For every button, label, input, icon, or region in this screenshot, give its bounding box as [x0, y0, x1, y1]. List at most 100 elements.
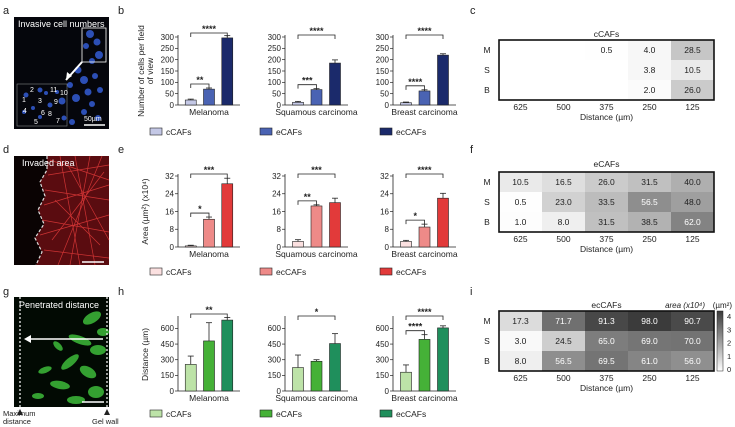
- gel-wall-label: Gel wall: [92, 417, 119, 426]
- bar: [203, 88, 215, 106]
- heatmap-cell-value: 31.5: [641, 177, 658, 187]
- heatmap-cell: [628, 60, 671, 80]
- chart-e: Area (µm²) (x10⁴)08162432****Melanoma081…: [140, 165, 458, 277]
- heatmap-cell-value: 65.0: [598, 336, 615, 346]
- significance-label: ****: [408, 322, 423, 332]
- heatmap-cell-value: 56.0: [684, 356, 701, 366]
- heatmap-cell-value: 28.5: [684, 45, 701, 55]
- heatmap-cell-value: 24.5: [555, 336, 572, 346]
- heatmap-c: cCAFs M 0.5 4.0 28.5 S 3.8 10.5 B 2.0 26.0 625 500 37…: [483, 29, 715, 122]
- x-category-label: Melanoma: [189, 107, 229, 117]
- heatmap-cell-value: 33.5: [598, 197, 615, 207]
- significance-bracket: [405, 173, 444, 178]
- significance-bracket: [405, 219, 425, 225]
- heatmap-cell: [499, 331, 542, 351]
- gel-wall-marker-icon: [104, 409, 110, 415]
- x-category-label: Melanoma: [189, 393, 229, 403]
- heatmap-row-label: S: [484, 197, 490, 207]
- y-tick-label: 600: [161, 324, 175, 333]
- heatmap-border: [498, 39, 715, 101]
- bar: [310, 205, 323, 248]
- heatmap-cell-value: 71.7: [555, 316, 572, 326]
- heatmap-cell: [499, 40, 542, 60]
- legend-swatch: [149, 127, 163, 136]
- legend-swatch: [259, 127, 273, 136]
- bar: [310, 360, 323, 392]
- y-tick-label: 250: [376, 44, 390, 53]
- heatmap-cell-value: 3.0: [515, 336, 527, 346]
- heatmap-cell-value: 69.0: [641, 336, 658, 346]
- heatmap-cell-value: 61.0: [641, 356, 658, 366]
- heatmap-row-label: M: [483, 316, 490, 326]
- heatmap-cell: [542, 351, 585, 371]
- heatmap-row-label: B: [484, 217, 490, 227]
- y-tick-label: 450: [376, 340, 390, 349]
- x-category-label: Squamous carcinoma: [275, 107, 357, 117]
- micrograph-penetrated-distance: [14, 297, 109, 407]
- heatmap-cell: [671, 212, 714, 232]
- y-tick-label: 200: [161, 55, 175, 64]
- cell-number: 3: [38, 98, 42, 105]
- heatmap-cell: [542, 40, 585, 60]
- heatmap-col-label: 500: [556, 373, 570, 383]
- x-category-label: Squamous carcinoma: [275, 393, 357, 403]
- heatmap-cell: [628, 351, 671, 371]
- colorbar-tick: 4: [727, 312, 731, 321]
- heatmap-cell-value: 0.5: [515, 197, 527, 207]
- legend-label: ecCAFs: [276, 267, 306, 277]
- significance-label: ***: [311, 165, 322, 175]
- y-tick-label: 150: [268, 371, 282, 380]
- y-tick-label: 0: [385, 387, 390, 396]
- y-tick-label: 50: [380, 89, 389, 98]
- y-tick-label: 8: [385, 225, 390, 234]
- legend-swatch: [149, 409, 163, 418]
- bar: [184, 245, 197, 248]
- panel-letter-i: i: [470, 286, 472, 298]
- y-tick-label: 100: [268, 78, 282, 87]
- heatmap-cell: [499, 172, 542, 192]
- heatmap-cell-value: 48.0: [684, 197, 701, 207]
- heatmap-x-axis-label: Distance (µm): [580, 112, 633, 122]
- colorbar-tick: 2: [727, 339, 731, 348]
- significance-label: **: [304, 192, 312, 202]
- heatmap-cell: [542, 192, 585, 212]
- invasive-cell-numbers-title: Invasive cell numbers: [18, 19, 105, 29]
- legend-label: ecCAFs: [396, 409, 426, 419]
- bar: [418, 226, 431, 248]
- y-tick-label: 450: [268, 340, 282, 349]
- heatmap-col-label: 250: [642, 373, 656, 383]
- y-tick-label: 300: [161, 356, 175, 365]
- heatmap-cell: [499, 60, 542, 80]
- y-tick-label: 0: [277, 243, 282, 252]
- legend-label: eCAFs: [276, 409, 302, 419]
- heatmap-cell: [671, 172, 714, 192]
- y-tick-label: 0: [277, 101, 282, 110]
- heatmap-cell: [542, 311, 585, 331]
- heatmap-cell: [671, 331, 714, 351]
- heatmap-cell: [542, 331, 585, 351]
- significance-label: ****: [417, 165, 432, 175]
- y-tick-label: 8: [170, 225, 175, 234]
- heatmap-cell: [499, 351, 542, 371]
- significance-label: ****: [309, 26, 324, 36]
- significance-label: ****: [417, 26, 432, 36]
- bar: [203, 218, 215, 248]
- significance-bracket: [190, 313, 228, 318]
- heatmap-cell-value: 62.0: [684, 217, 701, 227]
- y-tick-label: 300: [268, 33, 282, 42]
- y-tick-label: 0: [385, 243, 390, 252]
- significance-label: *: [198, 204, 202, 214]
- heatmap-col-label: 625: [513, 234, 527, 244]
- heatmap-border: [498, 171, 715, 233]
- heatmap-cell: [585, 40, 628, 60]
- heatmap-cell: [499, 80, 542, 100]
- colorbar-label: area (x10⁴): [665, 301, 705, 310]
- y-tick-label: 250: [161, 44, 175, 53]
- y-tick-label: 0: [170, 387, 175, 396]
- y-tick-label: 24: [380, 190, 389, 199]
- significance-label: ****: [202, 24, 217, 34]
- bar: [437, 197, 449, 248]
- colorbar: [716, 310, 724, 372]
- heatmap-col-label: 125: [685, 373, 699, 383]
- significance-bracket: [190, 173, 228, 178]
